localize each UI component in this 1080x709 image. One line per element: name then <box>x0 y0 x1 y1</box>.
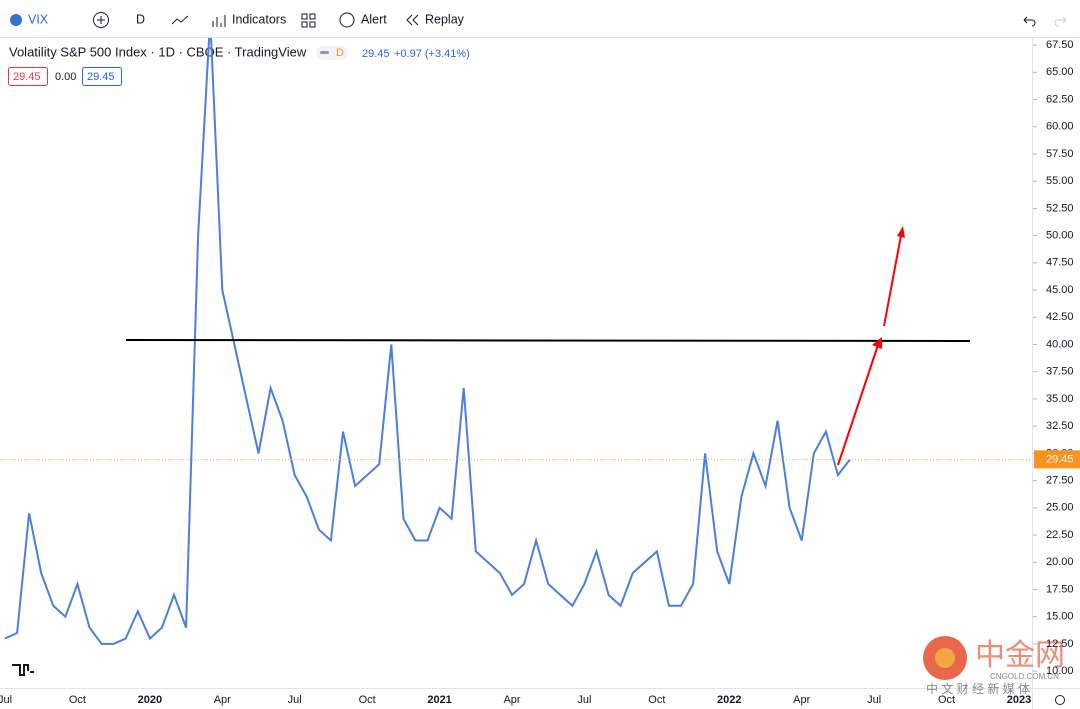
x-tick-label: 2020 <box>138 694 162 706</box>
alert[interactable]: Alert <box>361 12 387 26</box>
legend-close: 29.45 <box>87 71 115 83</box>
layout-icon <box>301 21 308 28</box>
x-tick-label: Apr <box>214 694 231 706</box>
y-tick-label: 22.50 <box>1046 529 1074 541</box>
x-tick-label: 2023 <box>1007 694 1031 706</box>
y-tick-label: 40.00 <box>1046 338 1074 350</box>
y-tick-label: 62.50 <box>1046 93 1074 105</box>
y-tick-label: 42.50 <box>1046 311 1074 323</box>
add-icon-plus <box>97 16 105 24</box>
x-tick-label: Jul <box>0 694 12 706</box>
y-tick-label: 67.50 <box>1046 39 1074 51</box>
y-tick-label: 45.00 <box>1046 284 1074 296</box>
badge-bg <box>316 46 348 60</box>
interval[interactable]: D <box>136 12 145 26</box>
redo-icon[interactable] <box>1054 16 1067 27</box>
legend-delta: 0.00 <box>55 71 76 83</box>
y-tick-label: 35.00 <box>1046 393 1074 405</box>
y-tick-label: 17.50 <box>1046 583 1074 595</box>
watermark-tagline: 中 文 财 经 新 媒 体 <box>926 681 1030 696</box>
indicators[interactable]: Indicators <box>232 12 286 26</box>
y-tick-label: 10.00 <box>1046 665 1074 677</box>
toolbar <box>0 0 1080 37</box>
badge-dash <box>320 51 329 54</box>
y-tick-label: 12.50 <box>1046 638 1074 650</box>
x-tick-label: Oct <box>648 694 665 706</box>
y-tick-label: 65.00 <box>1046 66 1074 78</box>
watermark-site: CNGOLD.COM.CN <box>990 672 1059 681</box>
legend-open: 29.45 <box>13 71 41 83</box>
legend-change: +0.97 (+3.41%) <box>394 48 470 60</box>
layout-icon <box>309 13 316 20</box>
series-line <box>4 38 851 645</box>
y-tick-label: 60.00 <box>1046 121 1074 133</box>
x-tick-label: Apr <box>793 694 810 706</box>
y-tick-label: 57.50 <box>1046 148 1074 160</box>
alert-icon[interactable] <box>339 12 355 28</box>
y-tick-label: 25.00 <box>1046 502 1074 514</box>
badge: D <box>336 47 344 59</box>
y-tick-label: 32.50 <box>1046 420 1074 432</box>
flag-icon[interactable] <box>10 14 22 26</box>
price-tag <box>1034 450 1080 469</box>
replay-icon[interactable] <box>406 14 419 26</box>
layout-icon[interactable] <box>301 13 308 20</box>
indicators-icon[interactable] <box>212 15 226 27</box>
undo-icon[interactable] <box>1023 16 1036 27</box>
symbol[interactable]: VIX <box>28 12 49 26</box>
chart-style-icon[interactable] <box>171 15 189 25</box>
x-tick-label: 2021 <box>427 694 451 706</box>
y-tick-label: 20.00 <box>1046 556 1074 568</box>
settings-icon[interactable] <box>1055 695 1065 705</box>
watermark-logo-inner <box>935 648 955 668</box>
close-box <box>82 67 122 86</box>
arrow[interactable] <box>837 229 903 466</box>
y-tick-label: 47.50 <box>1046 257 1074 269</box>
x-tick-label: Apr <box>503 694 520 706</box>
y-tick-label: 15.00 <box>1046 611 1074 623</box>
add-icon[interactable] <box>93 12 109 28</box>
tv-logo[interactable] <box>12 664 34 676</box>
x-tick-label: Jul <box>288 694 302 706</box>
open-box <box>8 67 48 86</box>
y-tick-label: 52.50 <box>1046 202 1074 214</box>
x-tick-label: Oct <box>359 694 376 706</box>
y-tick-label: 27.50 <box>1046 474 1074 486</box>
legend-last: 29.45 <box>362 48 390 60</box>
y-tick-label: 37.50 <box>1046 366 1074 378</box>
plot-layer <box>0 38 1032 645</box>
x-tick-label: 2022 <box>717 694 741 706</box>
layout-icon <box>309 21 316 28</box>
resistance-line[interactable] <box>125 339 971 342</box>
x-tick-label: Jul <box>577 694 591 706</box>
y-tick-label: 50.00 <box>1046 230 1074 242</box>
x-tick-label: Oct <box>938 694 955 706</box>
x-tick-label: Jul <box>867 694 881 706</box>
price-tag-label: 29.45 <box>1046 453 1074 465</box>
x-tick-label: Oct <box>69 694 86 706</box>
legend-title: Volatility S&P 500 Index · 1D · CBOE · T… <box>9 44 307 59</box>
y-tick-label: 55.00 <box>1046 175 1074 187</box>
watermark-brand: 中金网 <box>975 639 1065 672</box>
replay[interactable]: Replay <box>425 12 465 26</box>
